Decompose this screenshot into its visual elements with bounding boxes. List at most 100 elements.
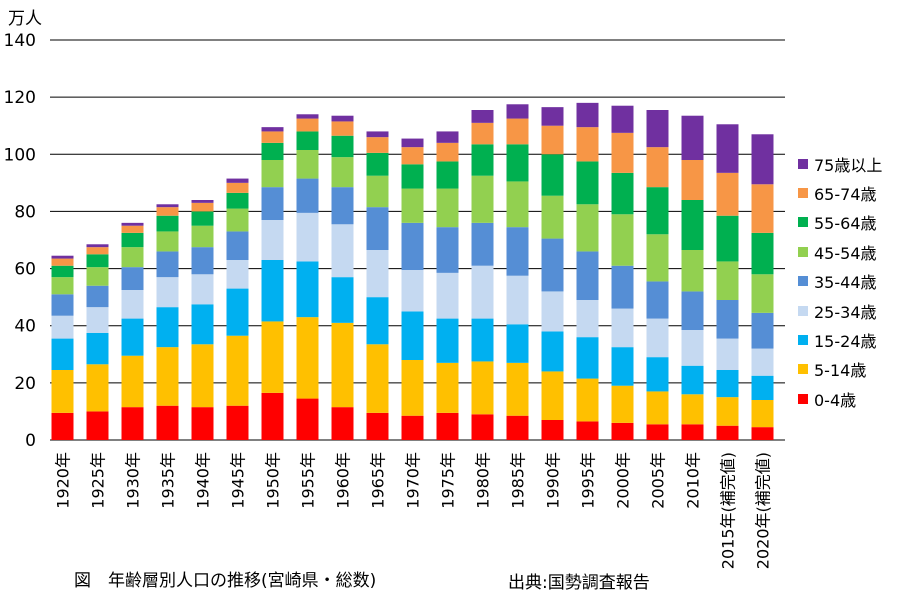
bar-segment: [51, 338, 74, 370]
bar-segment: [261, 187, 284, 220]
legend-label: 65-74歳: [814, 185, 877, 205]
bar-segment: [646, 147, 669, 188]
bar-segment: [646, 110, 669, 148]
bar-segment: [681, 424, 704, 440]
x-tick-label: 1955年: [299, 452, 318, 509]
bar-segment: [156, 231, 179, 252]
bar-segment: [576, 378, 599, 422]
bar-segment: [156, 277, 179, 308]
bar-segment: [51, 265, 74, 278]
bar-segment: [156, 204, 179, 208]
bar-stack: [751, 134, 774, 440]
bar-segment: [401, 147, 424, 165]
bar-segment: [296, 131, 319, 150]
source-note: 出典:国勢調査報告: [508, 573, 650, 593]
bar-segment: [611, 308, 634, 348]
bar-segment: [681, 330, 704, 366]
bar-segment: [331, 187, 354, 225]
bar-segment: [646, 281, 669, 319]
bar-segment: [681, 160, 704, 200]
bar-segment: [156, 251, 179, 278]
bar-stack: [366, 131, 389, 440]
bar-segment: [436, 362, 459, 413]
bar-segment: [436, 161, 459, 189]
bar-stack: [506, 104, 529, 440]
legend-label: 45-54歳: [814, 243, 877, 263]
y-tick-label: 80: [14, 202, 36, 222]
legend-item: 25-34歳: [798, 296, 882, 325]
legend-swatch: [798, 364, 808, 375]
bar-segment: [296, 317, 319, 399]
bar-segment: [226, 208, 249, 232]
x-tick-label: 2020年(補完値): [754, 452, 773, 569]
bar-segment: [576, 300, 599, 338]
bar-segment: [191, 211, 214, 226]
bar-segment: [576, 421, 599, 440]
legend-swatch: [798, 246, 808, 257]
bar-segment: [296, 150, 319, 179]
bar-segment: [506, 118, 529, 145]
bar-segment: [576, 102, 599, 128]
bar-segment: [366, 297, 389, 345]
legend-label: 25-34歳: [814, 302, 877, 322]
bar-segment: [646, 187, 669, 235]
bar-segment: [121, 318, 144, 356]
bar-stack: [296, 114, 319, 440]
bar-segment: [191, 247, 214, 275]
bar-segment: [681, 394, 704, 425]
bar-segment: [51, 258, 74, 266]
bar-stack: [436, 131, 459, 440]
bar-segment: [366, 344, 389, 413]
bar-segment: [576, 161, 599, 205]
legend-swatch: [798, 188, 808, 199]
bar-segment: [401, 138, 424, 148]
bar-stack: [226, 178, 249, 440]
legend-item: 0-4歳: [798, 384, 882, 413]
x-tick-label: 2000年: [614, 452, 633, 509]
bar-segment: [191, 274, 214, 305]
bar-segment: [646, 357, 669, 392]
bar-segment: [261, 160, 284, 188]
bar-segment: [51, 277, 74, 295]
bar-segment: [261, 142, 284, 160]
y-tick-label: 20: [14, 374, 36, 394]
figure-caption: 図 年齢層別人口の推移(宮崎県・総数): [74, 571, 377, 591]
legend-item: 15-24歳: [798, 325, 882, 354]
bar-segment: [716, 397, 739, 426]
bar-segment: [681, 291, 704, 330]
bar-segment: [366, 152, 389, 176]
x-tick-label: 1980年: [474, 452, 493, 509]
x-tick-label: 2005年: [649, 452, 668, 509]
bar-segment: [576, 251, 599, 300]
bar-segment: [261, 131, 284, 143]
bar-segment: [436, 131, 459, 143]
bar-segment: [541, 420, 564, 440]
bar-segment: [86, 364, 109, 412]
bar-segment: [751, 184, 774, 233]
bar-segment: [681, 200, 704, 250]
bar-segment: [86, 247, 109, 255]
bar-segment: [681, 115, 704, 160]
bar-segment: [156, 307, 179, 348]
bar-stack: [86, 244, 109, 440]
bar-segment: [296, 261, 319, 318]
bar-segment: [611, 172, 634, 215]
bar-segment: [191, 344, 214, 408]
bar-segment: [471, 144, 494, 176]
bar-segment: [401, 222, 424, 270]
bar-segment: [436, 142, 459, 162]
bar-segment: [576, 337, 599, 379]
bar-stack: [681, 115, 704, 440]
bar-segment: [716, 300, 739, 339]
bar-segment: [471, 175, 494, 223]
bar-segment: [191, 225, 214, 248]
bar-segment: [506, 415, 529, 440]
bar-segment: [471, 222, 494, 266]
bar-segment: [401, 164, 424, 189]
bar-segment: [51, 315, 74, 339]
bar-segment: [401, 360, 424, 416]
bar-segment: [296, 178, 319, 213]
bar-segment: [51, 370, 74, 413]
bar-segment: [296, 114, 319, 119]
bar-segment: [191, 407, 214, 440]
